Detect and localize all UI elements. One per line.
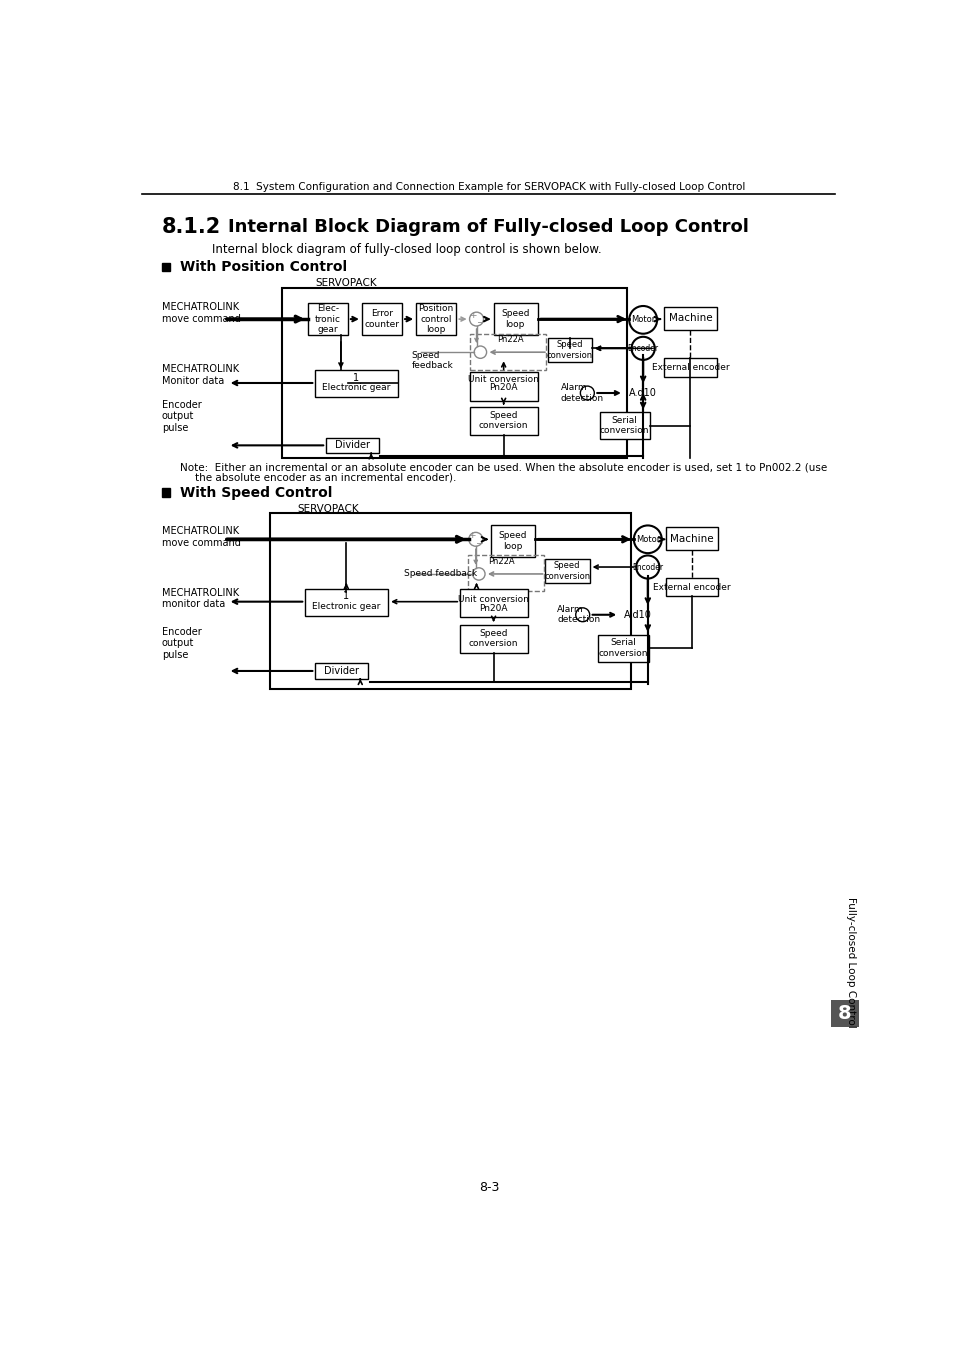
Text: MECHATROLINK
move command: MECHATROLINK move command — [162, 526, 240, 548]
Text: Speed
conversion: Speed conversion — [546, 340, 592, 359]
Text: SERVOPACK: SERVOPACK — [315, 278, 376, 288]
Text: SERVOPACK: SERVOPACK — [297, 504, 358, 513]
Bar — [547, 338, 592, 362]
Bar — [598, 634, 648, 662]
Bar — [305, 589, 388, 616]
Bar — [315, 370, 397, 397]
Circle shape — [579, 386, 594, 400]
Text: Serial
conversion: Serial conversion — [599, 416, 649, 435]
Text: Internal block diagram of fully-closed loop control is shown below.: Internal block diagram of fully-closed l… — [212, 243, 601, 255]
Text: 8.1.2: 8.1.2 — [162, 217, 221, 238]
Text: A.d10: A.d10 — [623, 610, 651, 620]
Text: Speed
feedback: Speed feedback — [411, 351, 453, 370]
Text: Speed
conversion: Speed conversion — [478, 410, 528, 431]
Text: External encoder: External encoder — [651, 363, 728, 373]
Bar — [663, 358, 716, 377]
Text: 1: 1 — [343, 591, 349, 601]
Text: 8: 8 — [837, 1004, 851, 1023]
Text: 8-3: 8-3 — [478, 1181, 498, 1195]
Text: +: + — [468, 531, 476, 540]
Bar — [470, 373, 537, 401]
Bar — [307, 302, 348, 335]
Text: Machine: Machine — [668, 313, 712, 323]
Text: Divider: Divider — [335, 440, 370, 451]
Text: Speed feedback: Speed feedback — [404, 570, 477, 578]
Bar — [361, 302, 402, 335]
Text: With Position Control: With Position Control — [179, 261, 347, 274]
Text: Encoder
output
pulse: Encoder output pulse — [162, 626, 201, 660]
Text: Alarm
detection: Alarm detection — [557, 605, 599, 625]
Bar — [470, 335, 546, 370]
Text: Serial
conversion: Serial conversion — [598, 639, 647, 657]
Text: 1: 1 — [353, 373, 359, 382]
Text: −: − — [475, 537, 482, 547]
Bar — [491, 525, 535, 558]
Text: Pn20A: Pn20A — [478, 603, 507, 613]
Text: Divider: Divider — [324, 666, 358, 676]
Bar — [663, 306, 716, 329]
Text: Position
control
loop: Position control loop — [418, 304, 454, 333]
Text: Encoder
output
pulse: Encoder output pulse — [162, 400, 201, 433]
Text: Note:  Either an incremental or an absolute encoder can be used. When the absolu: Note: Either an incremental or an absolu… — [179, 463, 826, 472]
Text: Pn22A: Pn22A — [488, 558, 515, 566]
Bar — [326, 437, 378, 454]
Text: Internal Block Diagram of Fully-closed Loop Control: Internal Block Diagram of Fully-closed L… — [228, 219, 748, 236]
Bar — [830, 1000, 858, 1027]
Text: Encoder: Encoder — [627, 344, 658, 352]
Text: MECHATROLINK
monitor data: MECHATROLINK monitor data — [162, 587, 239, 609]
Text: Unit conversion: Unit conversion — [457, 595, 529, 603]
Text: External encoder: External encoder — [653, 583, 730, 591]
Text: Electronic gear: Electronic gear — [322, 383, 390, 392]
Bar — [459, 589, 527, 617]
Bar — [493, 302, 537, 335]
Bar — [545, 559, 589, 583]
Text: Speed
conversion: Speed conversion — [543, 562, 590, 580]
Text: −: − — [476, 317, 483, 327]
Text: Machine: Machine — [669, 533, 713, 544]
Text: Pn22A: Pn22A — [497, 335, 523, 344]
Text: MECHATROLINK
Monitor data: MECHATROLINK Monitor data — [162, 364, 239, 386]
Text: Alarm
detection: Alarm detection — [560, 383, 603, 402]
Circle shape — [472, 568, 484, 580]
Text: Speed
conversion: Speed conversion — [468, 629, 517, 648]
Circle shape — [469, 312, 483, 325]
Circle shape — [633, 525, 661, 553]
Text: A.d10: A.d10 — [628, 387, 656, 398]
Bar — [599, 412, 649, 439]
Bar — [315, 663, 368, 679]
Circle shape — [631, 336, 654, 360]
Bar — [665, 526, 718, 549]
Circle shape — [575, 608, 589, 622]
Bar — [162, 489, 171, 497]
Text: MECHATROLINK
move command: MECHATROLINK move command — [162, 302, 240, 324]
Text: 8.1  System Configuration and Connection Example for SERVOPACK with Fully-closed: 8.1 System Configuration and Connection … — [233, 182, 744, 192]
Text: Fully-closed Loop Control: Fully-closed Loop Control — [845, 898, 855, 1029]
Text: Encoder: Encoder — [632, 563, 662, 571]
Text: Speed
loop: Speed loop — [498, 531, 527, 551]
Bar — [416, 302, 456, 335]
Text: Error
counter: Error counter — [364, 309, 399, 329]
Text: +: + — [469, 310, 476, 320]
Text: the absolute encoder as an incremental encoder).: the absolute encoder as an incremental e… — [195, 472, 456, 483]
Bar — [270, 513, 630, 690]
Text: Speed
loop: Speed loop — [500, 309, 529, 329]
Text: Motor: Motor — [630, 316, 655, 324]
Text: Motor: Motor — [635, 535, 659, 544]
Circle shape — [474, 346, 486, 358]
Bar — [470, 406, 537, 435]
Text: Unit conversion: Unit conversion — [468, 375, 538, 383]
Text: Electronic gear: Electronic gear — [312, 602, 380, 610]
Bar — [665, 578, 718, 597]
Bar — [162, 263, 171, 271]
Circle shape — [629, 306, 657, 333]
Circle shape — [636, 555, 659, 579]
Bar — [459, 625, 527, 653]
Bar — [282, 288, 626, 459]
Bar — [468, 555, 543, 591]
Text: With Speed Control: With Speed Control — [179, 486, 332, 500]
Circle shape — [468, 532, 482, 547]
Text: Elec-
tronic
gear: Elec- tronic gear — [314, 304, 340, 333]
Text: Pn20A: Pn20A — [489, 383, 517, 392]
